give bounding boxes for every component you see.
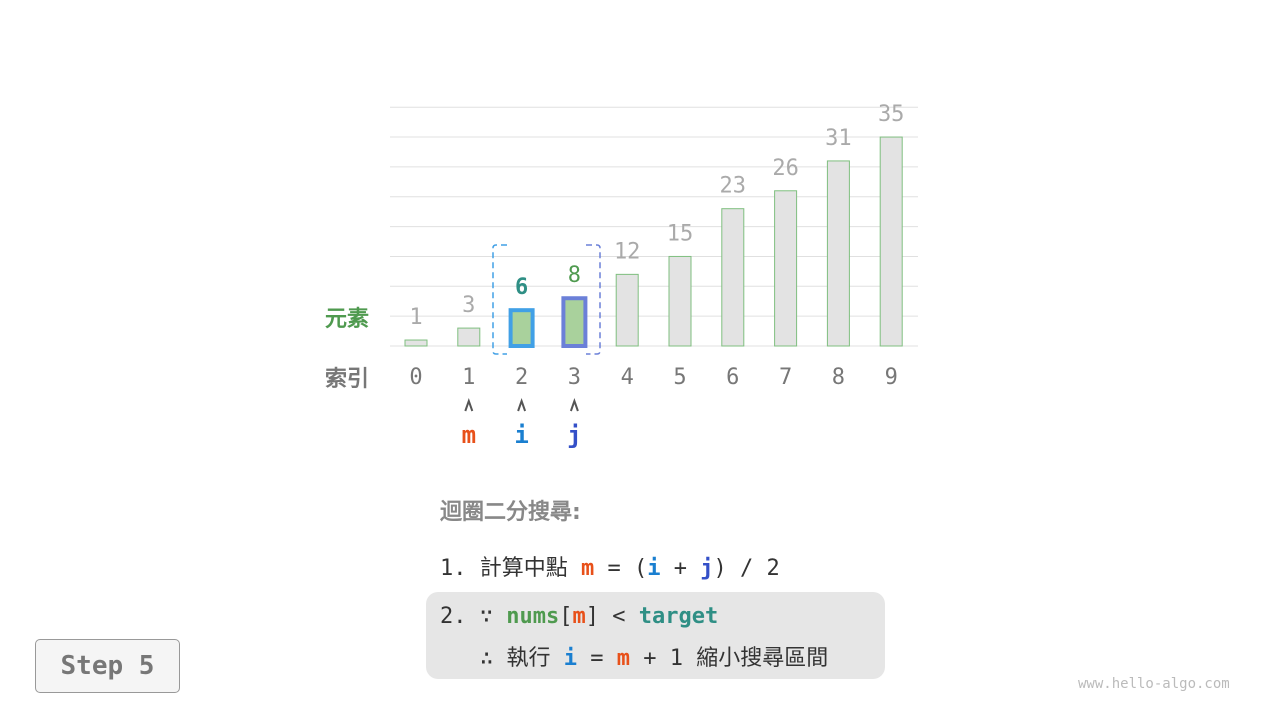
value-label-5: 15 xyxy=(667,221,694,246)
plus: + xyxy=(673,556,688,581)
var-nums: nums xyxy=(506,604,560,629)
bar-5 xyxy=(668,255,692,347)
because-symbol: ∵ xyxy=(479,604,493,629)
therefore-symbol: ∴ xyxy=(480,646,494,671)
value-label-1: 3 xyxy=(462,293,475,318)
step-text: 計算中點 xyxy=(479,556,568,581)
index-row-label: 索引 xyxy=(325,367,370,392)
step-text: 執行 xyxy=(506,646,551,671)
value-label-0: 1 xyxy=(409,305,422,330)
index-label-4: 4 xyxy=(621,365,634,390)
explanation-step-1: 1. 計算中點 m = (i + j) / 2 xyxy=(440,550,780,582)
var-m: m xyxy=(616,646,631,671)
pointer-arrow-j xyxy=(569,397,579,412)
index-label-2: 2 xyxy=(515,365,528,390)
equals: = xyxy=(607,556,621,581)
index-label-5: 5 xyxy=(673,365,686,390)
var-j: j xyxy=(700,556,714,581)
index-label-0: 0 xyxy=(409,365,422,390)
pointer-j: j xyxy=(567,421,581,449)
value-label-8: 31 xyxy=(825,126,852,151)
bar-6 xyxy=(721,208,745,347)
bar-7 xyxy=(774,190,798,347)
var-m: m xyxy=(581,556,595,581)
index-label-7: 7 xyxy=(779,365,792,390)
bar-1 xyxy=(457,327,481,347)
value-label-2: 6 xyxy=(515,275,528,300)
bar-4 xyxy=(615,273,639,347)
pointer-arrow-m xyxy=(464,397,474,412)
var-i: i xyxy=(563,646,578,671)
pointer-arrow-i xyxy=(517,397,527,412)
index-label-3: 3 xyxy=(568,365,581,390)
step-text: 縮小搜尋區間 xyxy=(696,646,829,671)
value-label-7: 26 xyxy=(772,156,799,181)
divide: / 2 xyxy=(740,556,780,581)
value-label-3: 8 xyxy=(568,263,581,288)
less-than: < xyxy=(612,604,626,629)
bar-9 xyxy=(879,136,903,347)
explanation-title: 迴圈二分搜尋: xyxy=(440,500,581,525)
value-row-label: 元素 xyxy=(325,307,370,332)
var-i: i xyxy=(647,556,661,581)
bar-8 xyxy=(826,160,850,347)
bracket: ] xyxy=(585,604,599,629)
search-range-left-bracket xyxy=(492,244,507,355)
explanation-step-2: 2. ∵ nums[m] < target xyxy=(440,604,718,629)
bar-2 xyxy=(508,308,535,348)
value-label-4: 12 xyxy=(614,239,641,264)
equals: = xyxy=(590,646,604,671)
step-number: 1. xyxy=(440,556,467,581)
plus-one: + 1 xyxy=(643,646,684,671)
index-label-1: 1 xyxy=(462,365,475,390)
step-indicator: Step 5 xyxy=(35,639,180,693)
paren: ) xyxy=(713,556,727,581)
watermark: www.hello-algo.com xyxy=(1078,676,1230,692)
bracket: [ xyxy=(559,604,573,629)
var-m: m xyxy=(572,604,586,629)
bar-3 xyxy=(561,296,588,348)
index-label-9: 9 xyxy=(885,365,898,390)
explanation-step-2-result: ∴ 執行 i = m + 1 縮小搜尋區間 xyxy=(480,640,828,672)
index-label-6: 6 xyxy=(726,365,739,390)
paren: ( xyxy=(634,556,648,581)
pointer-i: i xyxy=(514,421,528,449)
value-label-9: 35 xyxy=(878,102,905,127)
step-number: 2. xyxy=(440,604,467,629)
bar-0 xyxy=(404,339,428,347)
var-target: target xyxy=(638,604,719,629)
pointer-m: m xyxy=(462,421,476,449)
index-label-8: 8 xyxy=(832,365,845,390)
current-step-highlight xyxy=(426,592,885,679)
value-label-6: 23 xyxy=(720,174,747,199)
search-range-right-bracket xyxy=(586,244,601,355)
